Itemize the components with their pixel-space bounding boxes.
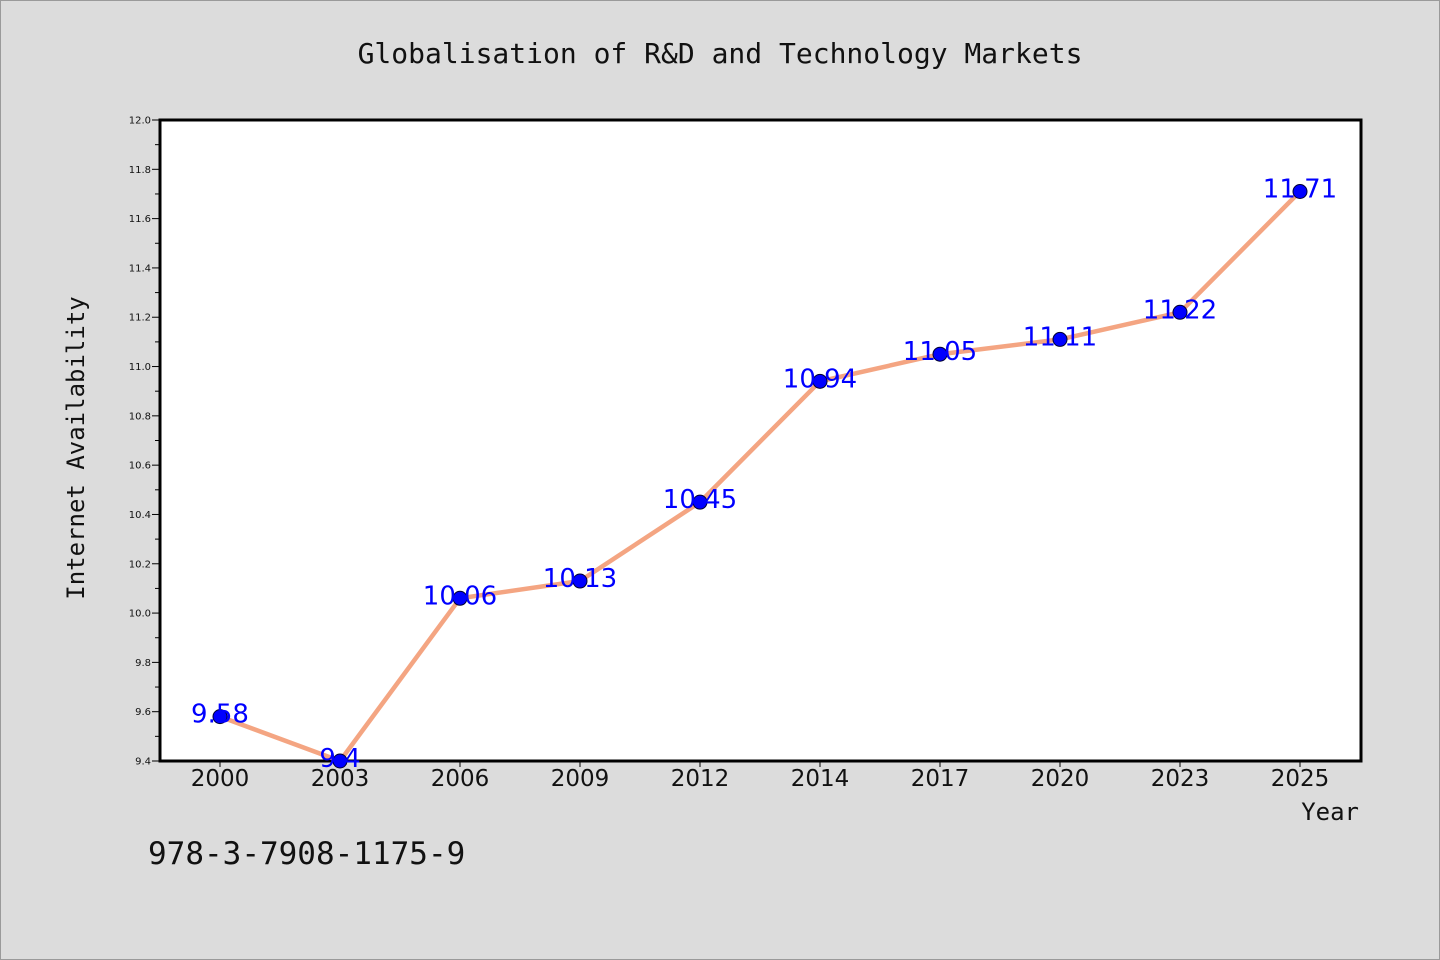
x-tick-label: 2006	[431, 766, 490, 792]
data-label: 11.71	[1263, 174, 1337, 204]
marker-group	[212, 183, 1308, 769]
y-tick-label: 12.0	[129, 116, 151, 127]
y-tick-label: 10.0	[129, 609, 151, 620]
y-tick-label: 9.8	[135, 658, 151, 669]
x-tick-label: 2014	[791, 766, 850, 792]
data-label: 11.05	[903, 337, 977, 367]
series-line-group	[217, 189, 1303, 764]
data-point-marker	[452, 590, 468, 606]
x-axis-label: Year	[1301, 798, 1359, 826]
y-axis: 9.4 9.6 9.8 10.0 10.2 10.4 10.6 10.8 11.0 11.2 11.…	[129, 116, 160, 768]
data-point-marker	[692, 494, 708, 510]
x-tick-label: 2023	[1151, 766, 1210, 792]
data-point-marker	[332, 753, 348, 769]
y-tick-label: 11.4	[129, 263, 151, 274]
x-tick-label: 2025	[1271, 766, 1330, 792]
isbn-annotation: 978-3-7908-1175-9	[148, 836, 465, 872]
data-point-marker	[1292, 183, 1308, 199]
x-axis: 2000 2003 2006 2009 2012 2014 2017 2020 2023 2025	[191, 761, 1330, 792]
y-tick-label: 11.6	[129, 214, 151, 225]
x-tick-label: 2012	[671, 766, 730, 792]
y-tick-label: 10.8	[129, 411, 151, 422]
y-tick-label: 9.6	[135, 707, 151, 718]
x-tick-label: 2003	[311, 766, 370, 792]
x-tick-label: 2020	[1031, 766, 1090, 792]
y-tick-label: 10.4	[129, 510, 151, 521]
x-tick-label: 2017	[911, 766, 970, 792]
data-label: 10.13	[543, 564, 617, 594]
data-label-group: 9.58 9.4 10.06 10.13 10.45 10.94 11.05 11.11 11.…	[191, 174, 1337, 774]
x-tick-label: 2009	[551, 766, 610, 792]
data-label: 11.11	[1023, 322, 1097, 352]
y-tick-label: 11.8	[129, 165, 151, 176]
y-tick-label: 10.6	[129, 461, 151, 472]
data-label: 9.4	[319, 744, 360, 774]
data-label: 9.58	[191, 700, 249, 730]
data-label: 10.94	[783, 364, 857, 394]
y-axis-label: Internet Availability	[62, 296, 90, 599]
x-tick-label: 2000	[191, 766, 250, 792]
data-point-marker	[1172, 304, 1188, 320]
data-point-marker	[572, 573, 588, 589]
data-point-marker	[932, 346, 948, 362]
y-tick-label: 9.4	[135, 757, 151, 768]
series-line	[217, 189, 1303, 764]
data-label: 10.45	[663, 485, 737, 515]
plot-area	[158, 118, 1363, 763]
y-tick-label: 11.2	[129, 313, 151, 324]
data-point-marker	[1052, 331, 1068, 347]
data-point-marker	[212, 709, 228, 725]
data-point-marker	[812, 373, 828, 389]
data-label: 11.22	[1143, 295, 1217, 325]
data-label: 10.06	[423, 581, 497, 611]
y-tick-label: 10.2	[129, 559, 151, 570]
y-tick-label: 11.0	[129, 362, 151, 373]
chart-title: Globalisation of R&D and Technology Mark…	[358, 37, 1083, 70]
